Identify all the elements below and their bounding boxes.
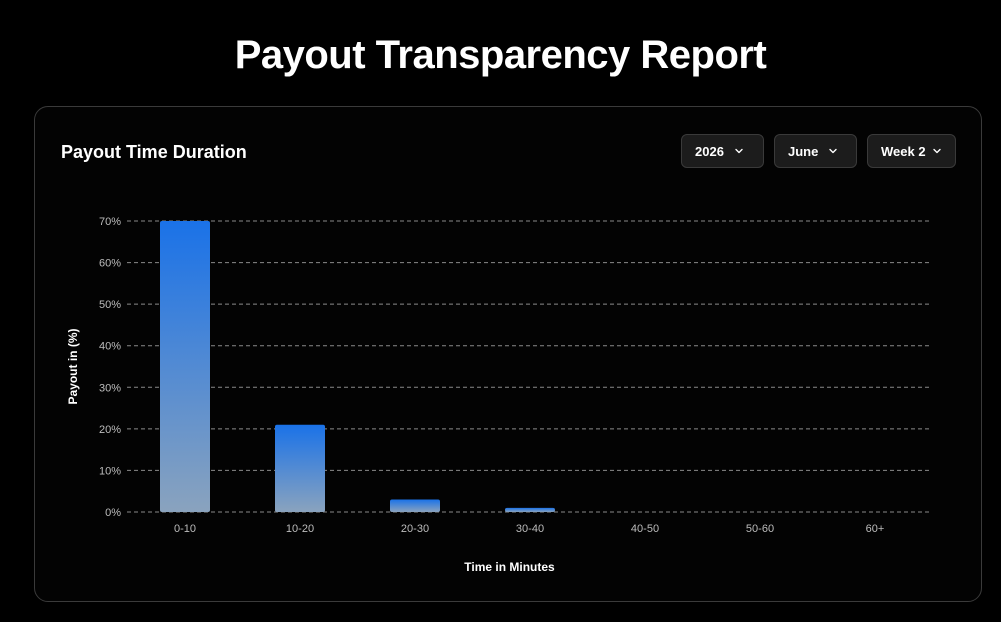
x-tick-label: 10-20: [286, 523, 314, 535]
week-select[interactable]: Week 2: [867, 134, 956, 168]
month-select-value: June: [788, 143, 819, 159]
bar-30-40: [505, 507, 555, 512]
x-axis-label: Time in Minutes: [464, 560, 555, 574]
week-select-value: Week 2: [881, 143, 926, 159]
chart-title: Payout Time Duration: [61, 142, 247, 162]
y-axis-label: Payout in (%): [66, 328, 80, 404]
bar-20-30: [390, 499, 440, 512]
y-tick-label: 60%: [99, 258, 121, 270]
chevron-down-icon: [829, 148, 838, 154]
y-tick-label: 50%: [99, 299, 121, 311]
y-tick-label: 10%: [99, 465, 121, 477]
page-title: Payout Transparency Report: [234, 33, 767, 77]
month-select[interactable]: June: [774, 134, 857, 168]
x-tick-label: 50-60: [746, 523, 774, 535]
bar-chart: 0% 10% 20% 30% 40% 50% 60% 70% 0-10 10-20 20-30 30-…: [66, 216, 932, 574]
y-tick-label: 0%: [105, 507, 121, 519]
x-tick-label: 20-30: [401, 523, 429, 535]
y-tick-label: 40%: [99, 341, 121, 353]
bar-10-20: [275, 424, 325, 512]
x-tick-label: 0-10: [174, 523, 196, 535]
y-tick-label: 30%: [99, 382, 121, 394]
chevron-down-icon: [735, 148, 743, 154]
x-tick-label: 60+: [866, 523, 885, 535]
year-select[interactable]: 2026: [681, 134, 764, 168]
bar-0-10: [160, 221, 210, 512]
year-select-value: 2026: [695, 143, 724, 159]
y-tick-label: 70%: [99, 216, 121, 228]
chart-card: Payout Time Duration 2026 June Week 2 0%…: [34, 106, 982, 602]
x-tick-label: 40-50: [631, 523, 659, 535]
x-tick-label: 30-40: [516, 523, 544, 535]
y-tick-label: 20%: [99, 424, 121, 436]
chevron-down-icon: [932, 148, 941, 154]
